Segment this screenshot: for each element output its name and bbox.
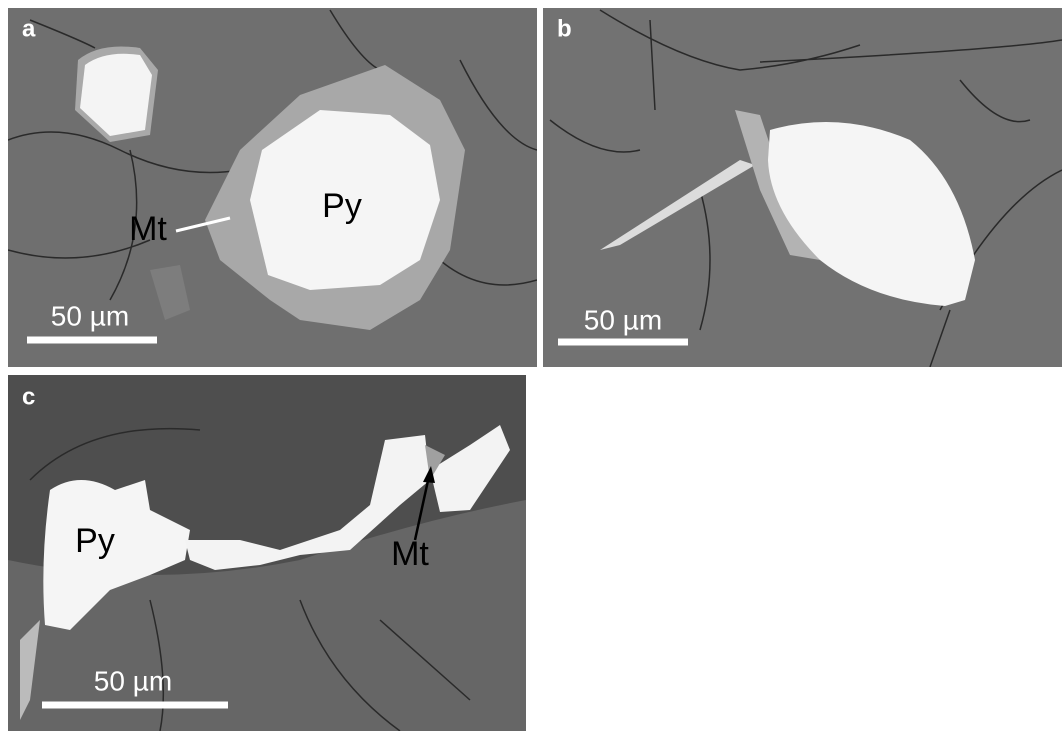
annotation: Py <box>75 522 115 560</box>
figure: a Py Mt 50 µm b 50 µm c Py Mt 50 µm <box>0 0 1062 731</box>
scale-bar-label: 50 µm <box>51 300 129 331</box>
panel-label: a <box>22 15 36 42</box>
panel-label: b <box>557 15 572 42</box>
annotation: Mt <box>391 535 429 573</box>
annotation: Py <box>322 187 362 225</box>
panel-label: c <box>22 383 35 410</box>
scale-bar-label: 50 µm <box>584 304 662 335</box>
scale-bar-label: 50 µm <box>94 665 172 696</box>
annotation: Mt <box>129 210 167 248</box>
